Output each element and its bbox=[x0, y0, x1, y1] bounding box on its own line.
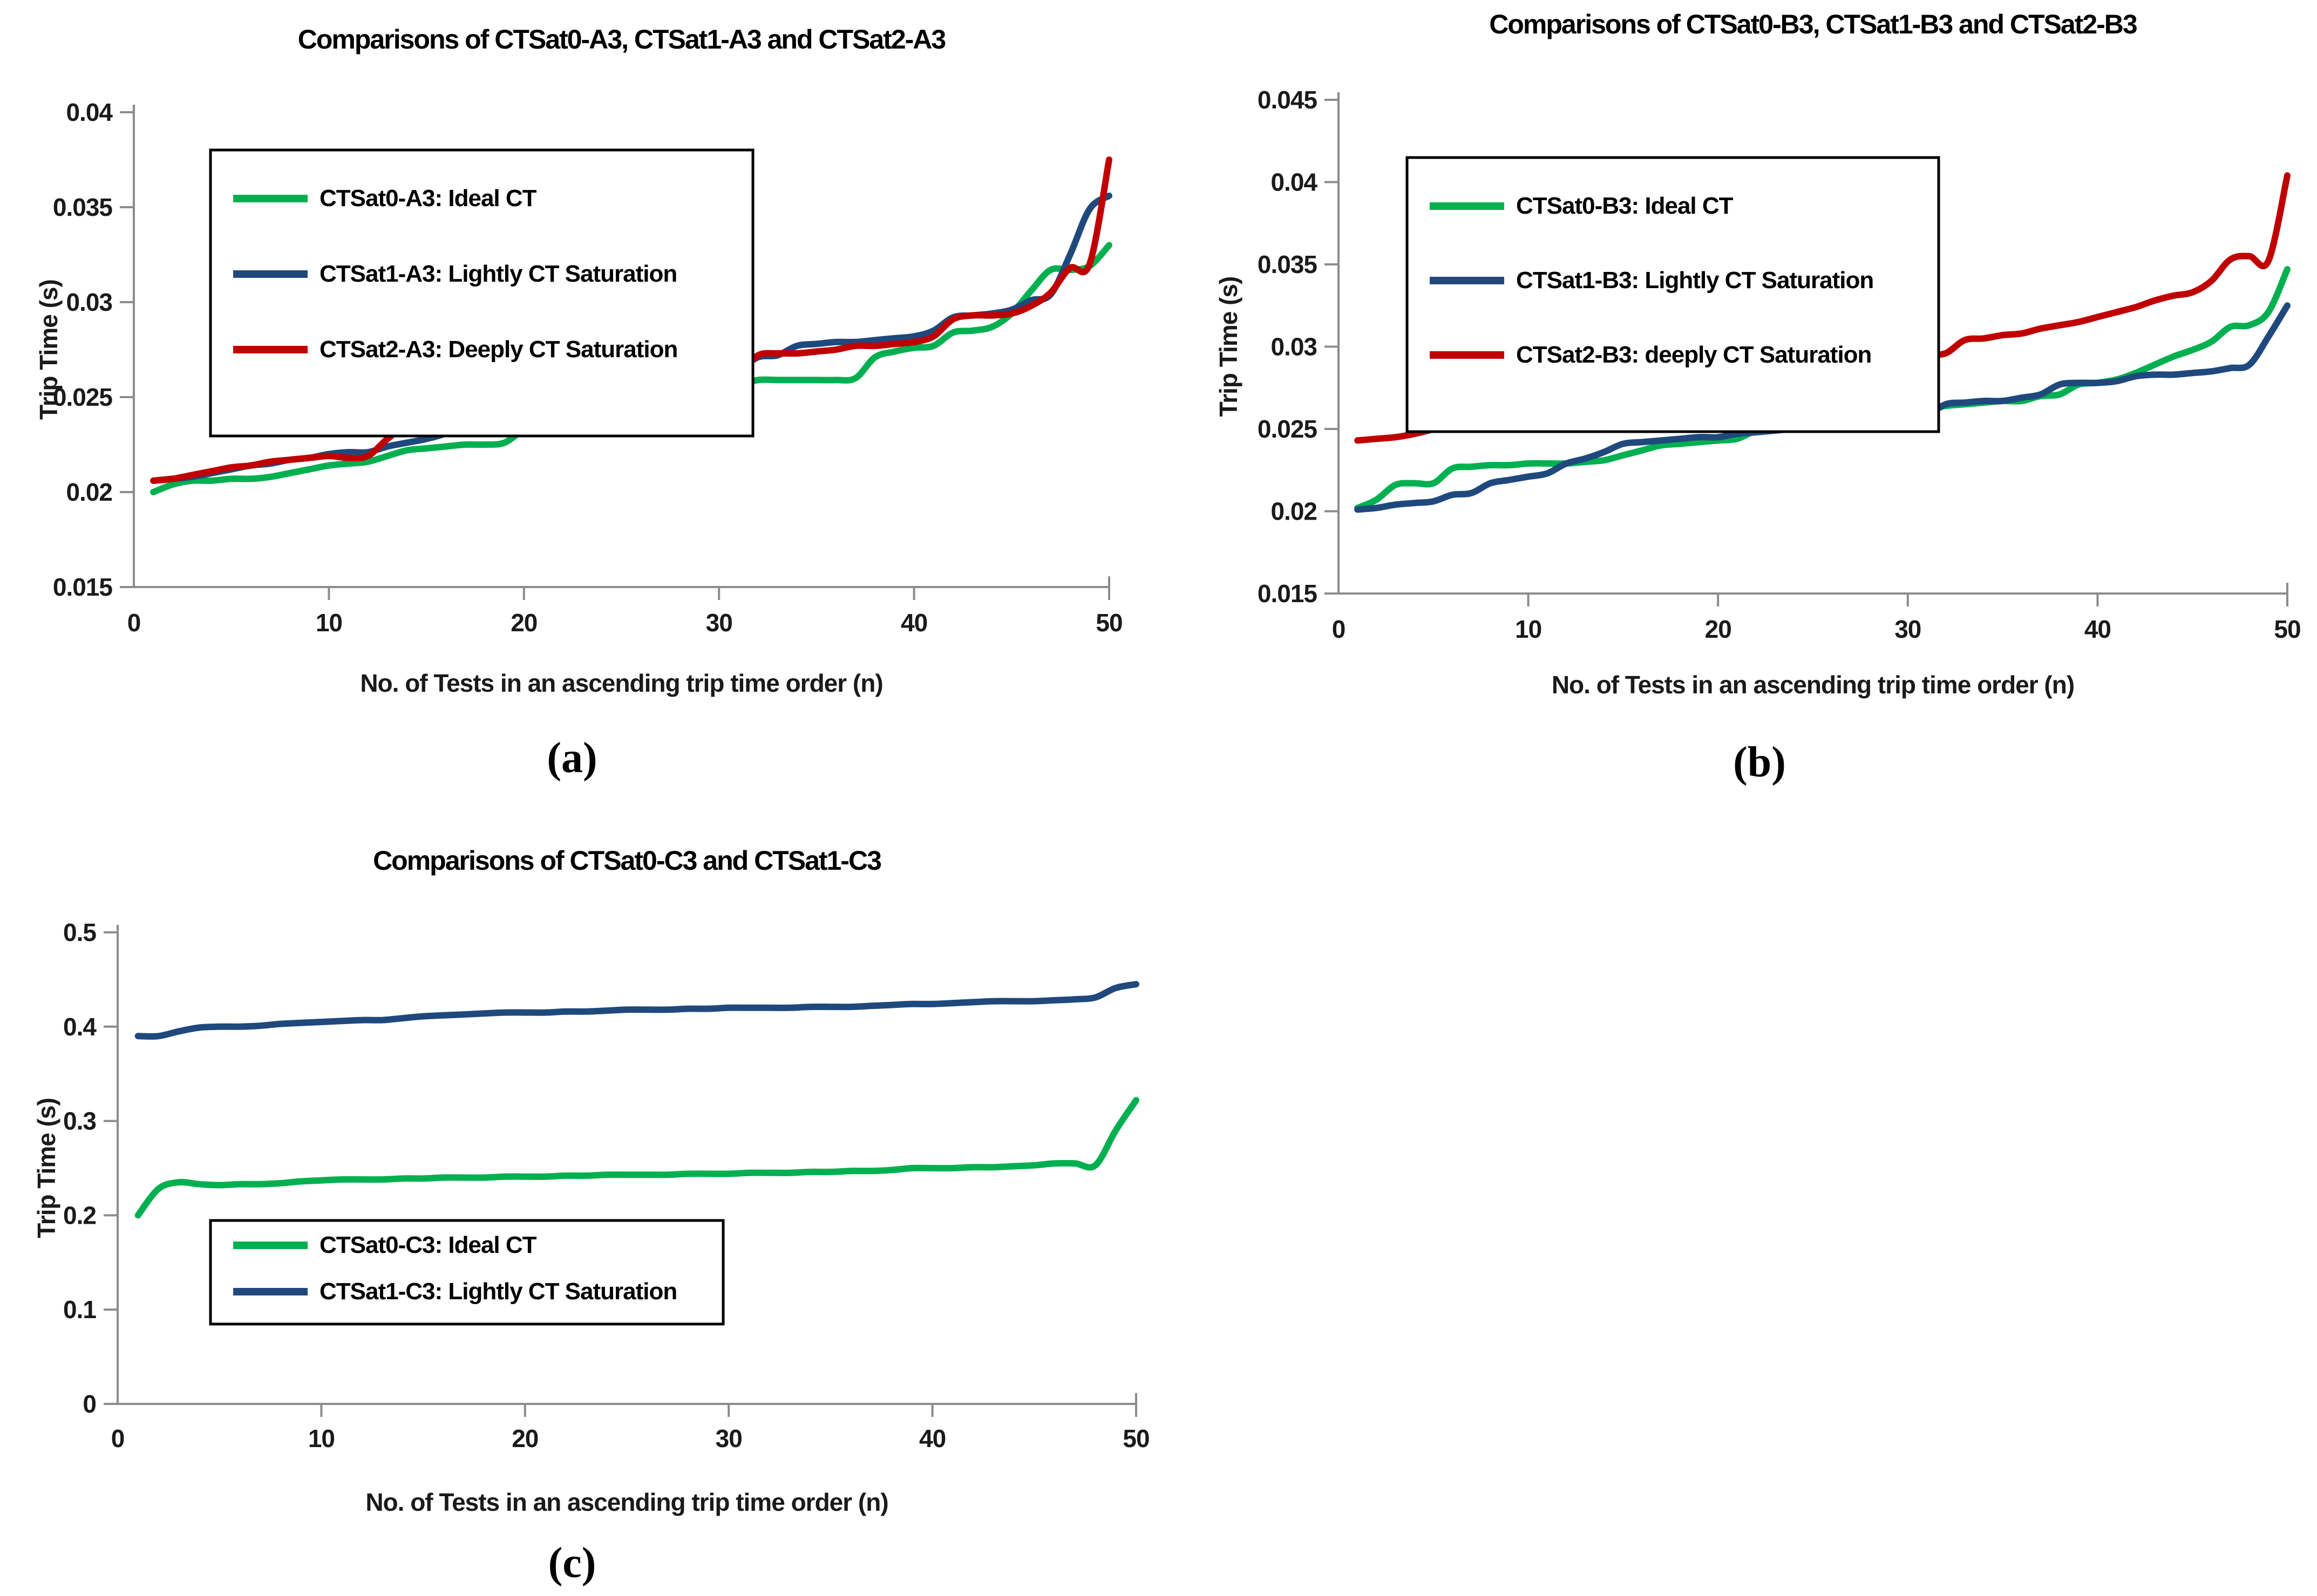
x-tick-label: 0 bbox=[1332, 615, 1346, 643]
x-tick-label: 20 bbox=[511, 609, 537, 637]
axes bbox=[117, 925, 1136, 1405]
y-tick-label: 0.3 bbox=[63, 1107, 96, 1135]
series-line-CTSat0-C3 bbox=[134, 1097, 1139, 1219]
legend-label: CTSat2-A3: Deeply CT Saturation bbox=[320, 336, 677, 363]
chart-c: Comparisons of CTSat0-C3 and CTSat1-C3 0 0… bbox=[32, 842, 1209, 1543]
y-axis-title: Trip Time (s) bbox=[32, 1098, 60, 1238]
x-tick-label: 0 bbox=[127, 609, 141, 637]
chart-title: Comparisons of CTSat0-A3, CTSat1-A3 and … bbox=[298, 24, 946, 54]
x-tick-label: 30 bbox=[706, 609, 732, 637]
x-axis-title: No. of Tests in an ascending trip time o… bbox=[365, 1488, 888, 1516]
axes bbox=[133, 105, 1109, 588]
y-axis-ticks: 0.015 0.02 0.025 0.03 0.035 0.04 0.045 bbox=[1258, 86, 1338, 608]
x-tick-label: 30 bbox=[1894, 615, 1921, 643]
x-axis-title: No. of Tests in an ascending trip time o… bbox=[360, 669, 882, 697]
x-tick-label: 10 bbox=[1515, 615, 1541, 643]
y-tick-label: 0.025 bbox=[1258, 415, 1317, 443]
y-tick-label: 0.015 bbox=[53, 573, 113, 601]
y-tick-label: 0.02 bbox=[1270, 497, 1317, 526]
y-axis-title: Trip Time (s) bbox=[1214, 277, 1242, 417]
y-tick-label: 0.4 bbox=[63, 1013, 97, 1041]
legend-label: CTSat1-C3: Lightly CT Saturation bbox=[320, 1278, 677, 1305]
y-tick-label: 0.015 bbox=[1258, 579, 1317, 608]
x-tick-label: 50 bbox=[2274, 615, 2300, 643]
y-tick-label: 0.025 bbox=[53, 383, 113, 411]
y-tick-label: 0.02 bbox=[66, 478, 112, 506]
legend-label: CTSat0-B3: Ideal CT bbox=[1516, 193, 1734, 219]
y-tick-label: 0.1 bbox=[63, 1295, 96, 1324]
y-tick-label: 0.045 bbox=[1258, 86, 1317, 114]
chart-a-canvas: Comparisons of CTSat0-A3, CTSat1-A3 and … bbox=[35, 24, 1123, 697]
x-tick-label: 10 bbox=[308, 1424, 335, 1452]
axes bbox=[1337, 92, 2287, 595]
legend-label: CTSat1-A3: Lightly CT Saturation bbox=[320, 261, 677, 287]
legend-label: CTSat0-C3: Ideal CT bbox=[320, 1232, 537, 1258]
x-axis-title: No. of Tests in an ascending trip time o… bbox=[1552, 671, 2074, 699]
chart-b: Comparisons of CTSat0-B3, CTSat1-B3 and … bbox=[1214, 0, 2317, 723]
chart-title: Comparisons of CTSat0-B3, CTSat1-B3 and … bbox=[1489, 9, 2137, 39]
y-axis-ticks: 0 0.1 0.2 0.3 0.4 0.5 bbox=[63, 918, 118, 1418]
y-tick-label: 0.035 bbox=[53, 193, 113, 221]
y-axis-ticks: 0.015 0.02 0.025 0.03 0.035 0.04 bbox=[53, 98, 134, 601]
x-tick-label: 20 bbox=[1705, 615, 1731, 643]
x-tick-label: 40 bbox=[2084, 615, 2111, 643]
x-tick-label: 0 bbox=[111, 1424, 125, 1452]
y-tick-label: 0.03 bbox=[1270, 333, 1317, 361]
chart-title: Comparisons of CTSat0-C3 and CTSat1-C3 bbox=[373, 845, 881, 876]
x-tick-label: 30 bbox=[716, 1424, 742, 1452]
legend-label: CTSat0-A3: Ideal CT bbox=[320, 185, 537, 212]
x-tick-label: 40 bbox=[901, 609, 927, 637]
x-tick-label: 20 bbox=[512, 1424, 538, 1452]
y-axis-title: Trip Time (s) bbox=[35, 279, 63, 420]
y-tick-label: 0.04 bbox=[1270, 168, 1317, 196]
legend-box bbox=[209, 1219, 725, 1326]
y-tick-label: 0.5 bbox=[63, 918, 96, 946]
series-line-CTSat1-C3 bbox=[134, 981, 1139, 1040]
caption-b: (b) bbox=[1733, 739, 1786, 786]
chart-c-canvas: Comparisons of CTSat0-C3 and CTSat1-C300… bbox=[32, 845, 1150, 1516]
y-tick-label: 0.035 bbox=[1258, 250, 1317, 278]
caption-a: (a) bbox=[547, 734, 597, 782]
legend-label: CTSat2-B3: deeply CT Saturation bbox=[1516, 342, 1871, 368]
y-tick-label: 0.2 bbox=[63, 1201, 96, 1229]
x-tick-label: 40 bbox=[919, 1424, 946, 1452]
legend: CTSat0-B3: Ideal CT CTSat1-B3: Lightly CT… bbox=[1405, 156, 1940, 433]
chart-b-canvas: Comparisons of CTSat0-B3, CTSat1-B3 and … bbox=[1214, 9, 2301, 699]
legend-label: CTSat1-B3: Lightly CT Saturation bbox=[1516, 267, 1873, 294]
legend: CTSat0-A3: Ideal CT CTSat1-A3: Lightly CT… bbox=[209, 148, 755, 438]
x-tick-label: 50 bbox=[1096, 609, 1122, 637]
x-tick-label: 50 bbox=[1123, 1424, 1149, 1452]
legend: CTSat0-C3: Ideal CT CTSat1-C3: Lightly CT… bbox=[209, 1219, 725, 1326]
caption-c: (c) bbox=[548, 1539, 596, 1587]
x-tick-label: 10 bbox=[316, 609, 342, 637]
y-tick-label: 0.03 bbox=[66, 288, 112, 316]
chart-a: Comparisons of CTSat0-A3, CTSat1-A3 and … bbox=[32, 5, 1209, 728]
y-tick-label: 0 bbox=[83, 1390, 96, 1418]
y-tick-label: 0.04 bbox=[66, 98, 113, 126]
x-axis-ticks: 0 10 20 30 40 50 bbox=[111, 1393, 1150, 1452]
x-axis-ticks: 0 10 20 30 40 50 bbox=[1332, 583, 2301, 643]
x-axis-ticks: 0 10 20 30 40 50 bbox=[127, 576, 1123, 637]
